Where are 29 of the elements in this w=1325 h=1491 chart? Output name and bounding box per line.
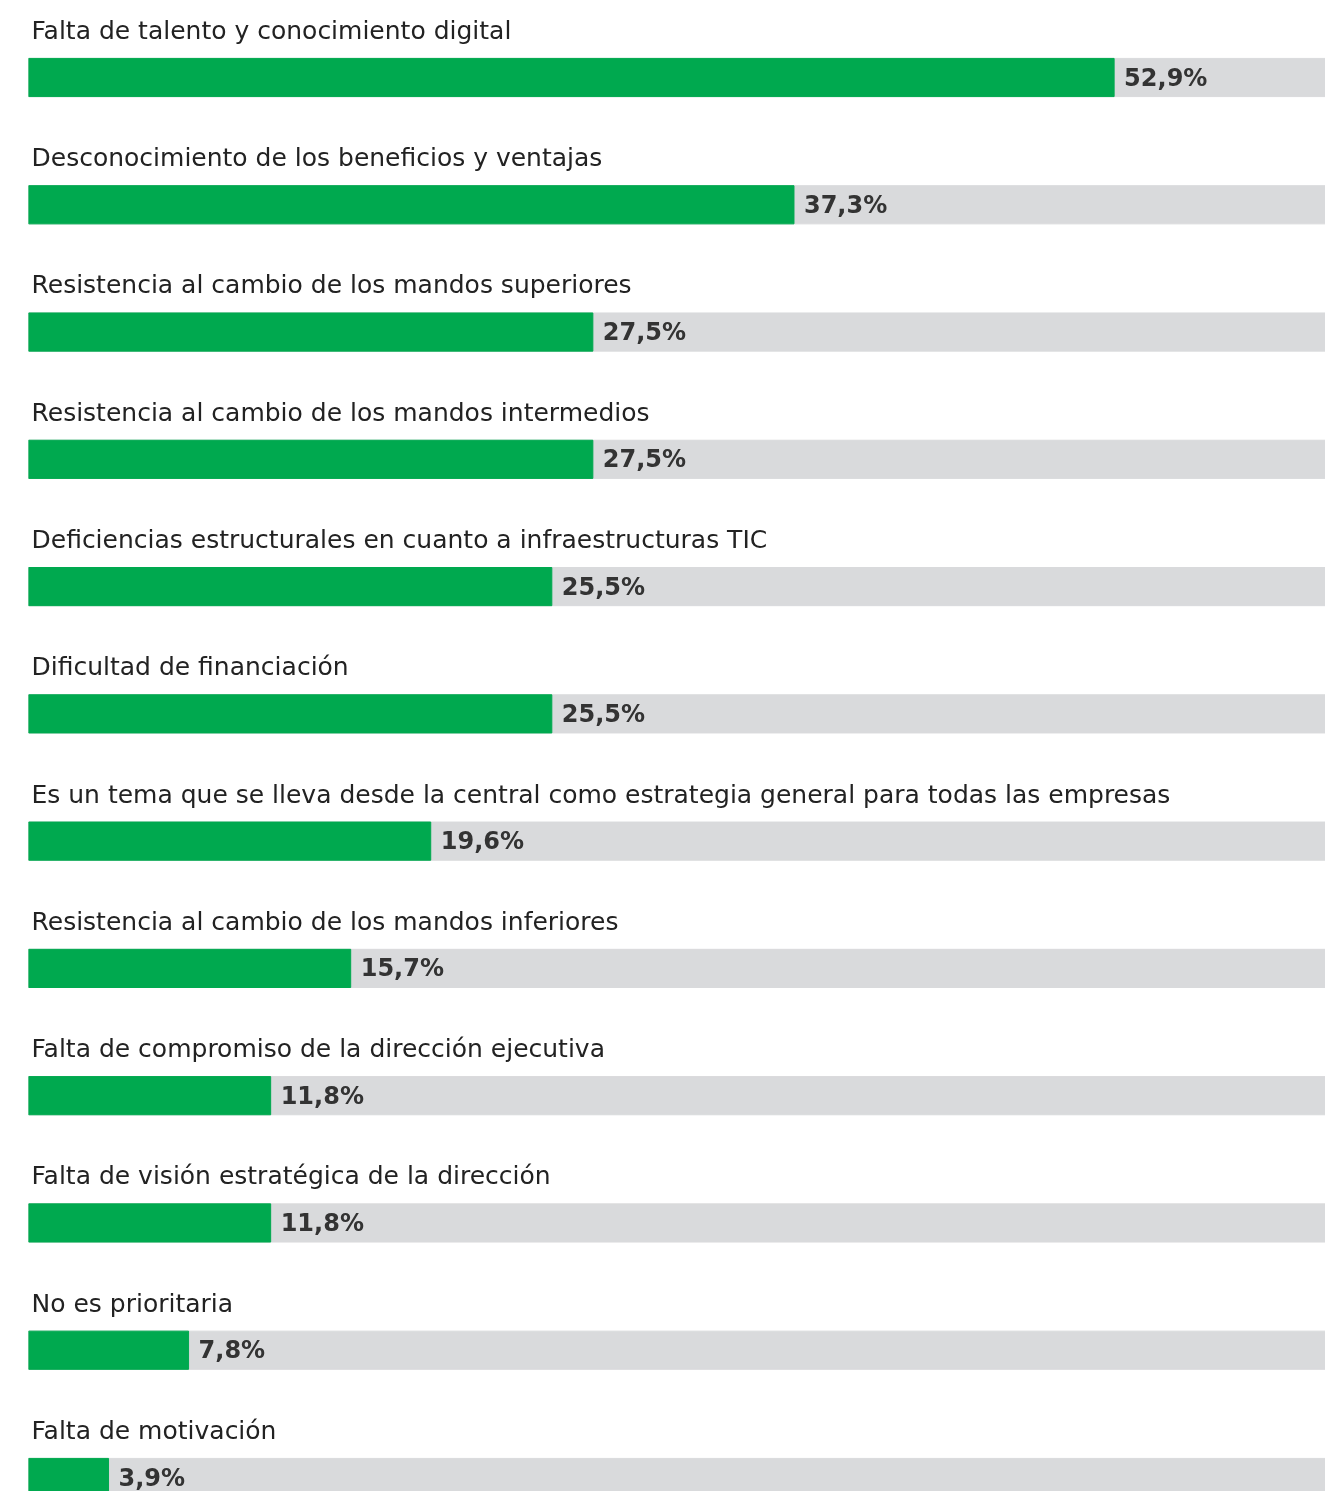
y-tick-label: Desconocimiento de los beneficios y ventajas xyxy=(31,143,603,173)
data-label: 3,9% xyxy=(118,1463,186,1491)
data-label: 19,6% xyxy=(440,827,524,856)
data-label: 25,5% xyxy=(561,572,646,601)
y-tick-label: Resistencia al cambio de los mandos superiores xyxy=(31,270,632,300)
data-label: 25,5% xyxy=(561,699,646,728)
y-tick-label: Falta de motivación xyxy=(31,1415,277,1445)
y-tick-label: Falta de talento y conocimiento digital xyxy=(31,15,512,45)
y-tick-label: Deficiencias estructurales en cuanto a infraestructuras TIC xyxy=(31,525,768,554)
data-label: 11,8% xyxy=(280,1081,364,1110)
data-label: 37,3% xyxy=(803,190,888,219)
y-tick-label: Resistencia al cambio de los mandos intermedios xyxy=(31,397,650,427)
data-label: 15,7% xyxy=(360,954,444,983)
bar xyxy=(28,948,352,988)
bar xyxy=(28,821,432,861)
data-label: 27,5% xyxy=(602,318,687,347)
data-label: 27,5% xyxy=(602,445,687,474)
y-tick-label: Falta de visión estratégica de la dirección xyxy=(31,1161,551,1191)
bar xyxy=(28,1076,272,1116)
data-label: 52,9% xyxy=(1124,63,1208,92)
y-tick-label: Falta de compromiso de la dirección ejecutiva xyxy=(31,1034,605,1064)
bar xyxy=(28,1203,272,1243)
bar xyxy=(28,1330,190,1370)
data-label: 11,8% xyxy=(280,1208,364,1237)
data-label: 7,8% xyxy=(198,1336,266,1365)
y-tick-label: No es prioritaria xyxy=(31,1288,234,1318)
y-tick-label: Dificultad de financiación xyxy=(31,652,349,682)
y-tick-label: Es un tema que se lleva desde la central como estrategia general para todas las empresas xyxy=(31,779,1171,809)
y-tick-label: Resistencia al cambio de los mandos inferiores xyxy=(31,906,619,936)
